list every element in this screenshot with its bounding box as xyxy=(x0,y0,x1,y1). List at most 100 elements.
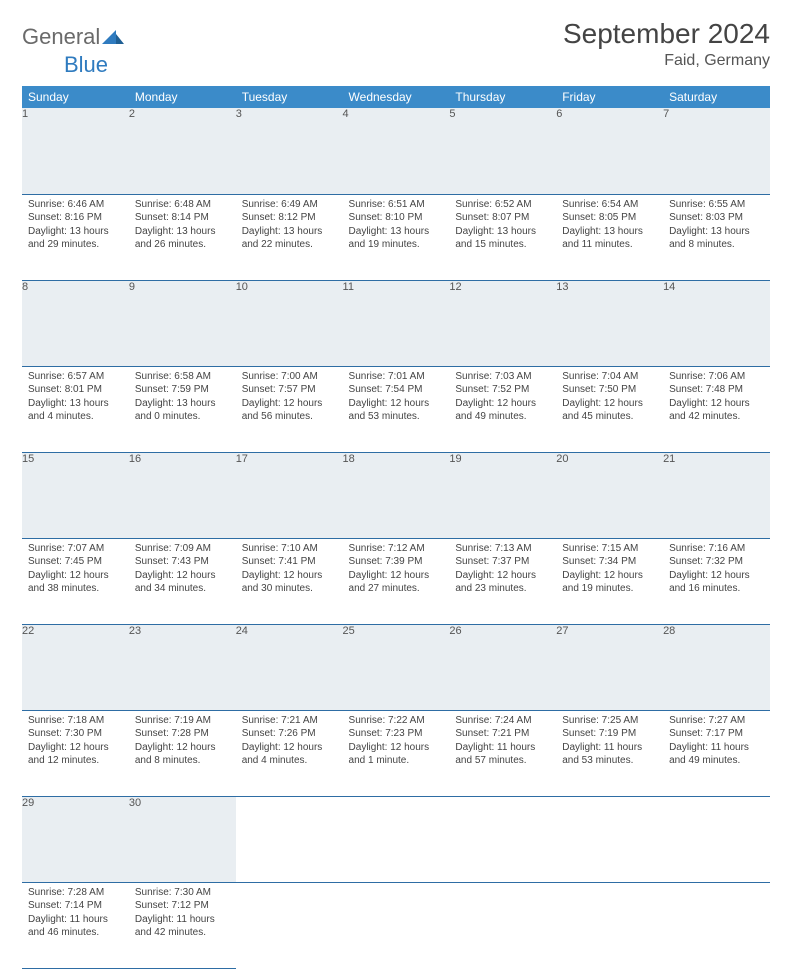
day-cell: Sunrise: 7:27 AMSunset: 7:17 PMDaylight:… xyxy=(663,710,770,796)
day-cell-body: Sunrise: 7:13 AMSunset: 7:37 PMDaylight:… xyxy=(449,539,556,602)
day-body-row: Sunrise: 7:07 AMSunset: 7:45 PMDaylight:… xyxy=(22,538,770,624)
day-number-cell: 25 xyxy=(343,624,450,710)
weekday-header: Friday xyxy=(556,86,663,108)
day-number-cell: 14 xyxy=(663,280,770,366)
day-body-row: Sunrise: 6:57 AMSunset: 8:01 PMDaylight:… xyxy=(22,366,770,452)
logo-text-general: General xyxy=(22,24,100,50)
day-number-cell: 8 xyxy=(22,280,129,366)
day-cell: Sunrise: 7:03 AMSunset: 7:52 PMDaylight:… xyxy=(449,366,556,452)
day-cell: Sunrise: 7:28 AMSunset: 7:14 PMDaylight:… xyxy=(22,882,129,968)
day-cell: Sunrise: 7:04 AMSunset: 7:50 PMDaylight:… xyxy=(556,366,663,452)
day-cell-body: Sunrise: 7:21 AMSunset: 7:26 PMDaylight:… xyxy=(236,711,343,774)
day-cell xyxy=(556,882,663,968)
day-number-cell: 29 xyxy=(22,796,129,882)
day-cell-body: Sunrise: 7:19 AMSunset: 7:28 PMDaylight:… xyxy=(129,711,236,774)
day-number-cell: 21 xyxy=(663,452,770,538)
day-cell-body: Sunrise: 7:10 AMSunset: 7:41 PMDaylight:… xyxy=(236,539,343,602)
day-cell xyxy=(343,882,450,968)
day-number-cell: 12 xyxy=(449,280,556,366)
day-cell-body: Sunrise: 7:15 AMSunset: 7:34 PMDaylight:… xyxy=(556,539,663,602)
day-cell: Sunrise: 7:21 AMSunset: 7:26 PMDaylight:… xyxy=(236,710,343,796)
day-number-cell: 24 xyxy=(236,624,343,710)
weekday-header: Wednesday xyxy=(343,86,450,108)
day-cell-body: Sunrise: 7:01 AMSunset: 7:54 PMDaylight:… xyxy=(343,367,450,430)
day-number-cell: 15 xyxy=(22,452,129,538)
day-cell-body: Sunrise: 7:06 AMSunset: 7:48 PMDaylight:… xyxy=(663,367,770,430)
day-cell-body: Sunrise: 6:46 AMSunset: 8:16 PMDaylight:… xyxy=(22,195,129,258)
day-cell-body: Sunrise: 7:12 AMSunset: 7:39 PMDaylight:… xyxy=(343,539,450,602)
day-number-cell: 28 xyxy=(663,624,770,710)
day-cell-body: Sunrise: 6:54 AMSunset: 8:05 PMDaylight:… xyxy=(556,195,663,258)
day-number-cell: 11 xyxy=(343,280,450,366)
day-cell: Sunrise: 7:12 AMSunset: 7:39 PMDaylight:… xyxy=(343,538,450,624)
day-cell: Sunrise: 6:57 AMSunset: 8:01 PMDaylight:… xyxy=(22,366,129,452)
weekday-header-row: Sunday Monday Tuesday Wednesday Thursday… xyxy=(22,86,770,108)
day-number-cell: 20 xyxy=(556,452,663,538)
day-number-cell xyxy=(663,796,770,882)
weekday-header: Sunday xyxy=(22,86,129,108)
day-number-cell: 7 xyxy=(663,108,770,194)
day-number-cell: 1 xyxy=(22,108,129,194)
day-cell: Sunrise: 7:00 AMSunset: 7:57 PMDaylight:… xyxy=(236,366,343,452)
day-cell: Sunrise: 7:09 AMSunset: 7:43 PMDaylight:… xyxy=(129,538,236,624)
day-cell-body: Sunrise: 7:07 AMSunset: 7:45 PMDaylight:… xyxy=(22,539,129,602)
weekday-header: Thursday xyxy=(449,86,556,108)
day-number-cell: 16 xyxy=(129,452,236,538)
day-cell-body: Sunrise: 7:24 AMSunset: 7:21 PMDaylight:… xyxy=(449,711,556,774)
logo-text-blue: Blue xyxy=(64,52,792,78)
day-cell: Sunrise: 6:55 AMSunset: 8:03 PMDaylight:… xyxy=(663,194,770,280)
day-cell-body: Sunrise: 7:04 AMSunset: 7:50 PMDaylight:… xyxy=(556,367,663,430)
day-cell-body: Sunrise: 7:28 AMSunset: 7:14 PMDaylight:… xyxy=(22,883,129,946)
day-number-row: 891011121314 xyxy=(22,280,770,366)
day-cell-body: Sunrise: 6:58 AMSunset: 7:59 PMDaylight:… xyxy=(129,367,236,430)
day-number-cell: 30 xyxy=(129,796,236,882)
day-number-cell: 5 xyxy=(449,108,556,194)
day-cell: Sunrise: 7:01 AMSunset: 7:54 PMDaylight:… xyxy=(343,366,450,452)
day-cell: Sunrise: 7:15 AMSunset: 7:34 PMDaylight:… xyxy=(556,538,663,624)
day-cell-body: Sunrise: 7:18 AMSunset: 7:30 PMDaylight:… xyxy=(22,711,129,774)
day-cell-body: Sunrise: 7:16 AMSunset: 7:32 PMDaylight:… xyxy=(663,539,770,602)
day-cell-body: Sunrise: 6:51 AMSunset: 8:10 PMDaylight:… xyxy=(343,195,450,258)
day-number-cell: 10 xyxy=(236,280,343,366)
day-number-cell: 17 xyxy=(236,452,343,538)
day-number-cell: 6 xyxy=(556,108,663,194)
day-cell: Sunrise: 7:25 AMSunset: 7:19 PMDaylight:… xyxy=(556,710,663,796)
day-cell-body: Sunrise: 6:52 AMSunset: 8:07 PMDaylight:… xyxy=(449,195,556,258)
day-number-row: 2930 xyxy=(22,796,770,882)
day-cell xyxy=(449,882,556,968)
day-cell: Sunrise: 6:51 AMSunset: 8:10 PMDaylight:… xyxy=(343,194,450,280)
day-number-cell: 18 xyxy=(343,452,450,538)
day-cell: Sunrise: 7:19 AMSunset: 7:28 PMDaylight:… xyxy=(129,710,236,796)
day-cell-body: Sunrise: 7:00 AMSunset: 7:57 PMDaylight:… xyxy=(236,367,343,430)
day-number-row: 22232425262728 xyxy=(22,624,770,710)
day-number-row: 1234567 xyxy=(22,108,770,194)
day-cell: Sunrise: 7:22 AMSunset: 7:23 PMDaylight:… xyxy=(343,710,450,796)
day-body-row: Sunrise: 7:28 AMSunset: 7:14 PMDaylight:… xyxy=(22,882,770,968)
day-cell-body: Sunrise: 7:03 AMSunset: 7:52 PMDaylight:… xyxy=(449,367,556,430)
day-cell xyxy=(663,882,770,968)
day-number-cell: 13 xyxy=(556,280,663,366)
day-number-cell: 4 xyxy=(343,108,450,194)
day-cell: Sunrise: 7:16 AMSunset: 7:32 PMDaylight:… xyxy=(663,538,770,624)
day-cell: Sunrise: 7:07 AMSunset: 7:45 PMDaylight:… xyxy=(22,538,129,624)
day-cell: Sunrise: 7:10 AMSunset: 7:41 PMDaylight:… xyxy=(236,538,343,624)
weekday-header: Tuesday xyxy=(236,86,343,108)
day-cell xyxy=(236,882,343,968)
weekday-header: Saturday xyxy=(663,86,770,108)
day-cell-body: Sunrise: 7:25 AMSunset: 7:19 PMDaylight:… xyxy=(556,711,663,774)
day-number-cell: 3 xyxy=(236,108,343,194)
day-cell-body: Sunrise: 6:48 AMSunset: 8:14 PMDaylight:… xyxy=(129,195,236,258)
day-number-cell: 22 xyxy=(22,624,129,710)
day-cell-body: Sunrise: 7:22 AMSunset: 7:23 PMDaylight:… xyxy=(343,711,450,774)
day-cell: Sunrise: 6:54 AMSunset: 8:05 PMDaylight:… xyxy=(556,194,663,280)
day-number-cell xyxy=(236,796,343,882)
day-number-cell: 9 xyxy=(129,280,236,366)
day-cell-body: Sunrise: 6:55 AMSunset: 8:03 PMDaylight:… xyxy=(663,195,770,258)
day-number-cell xyxy=(556,796,663,882)
day-cell-body: Sunrise: 7:30 AMSunset: 7:12 PMDaylight:… xyxy=(129,883,236,946)
day-cell: Sunrise: 7:24 AMSunset: 7:21 PMDaylight:… xyxy=(449,710,556,796)
month-title: September 2024 xyxy=(563,18,770,50)
day-cell: Sunrise: 6:46 AMSunset: 8:16 PMDaylight:… xyxy=(22,194,129,280)
calendar-table: Sunday Monday Tuesday Wednesday Thursday… xyxy=(22,86,770,969)
logo: General xyxy=(22,18,126,50)
